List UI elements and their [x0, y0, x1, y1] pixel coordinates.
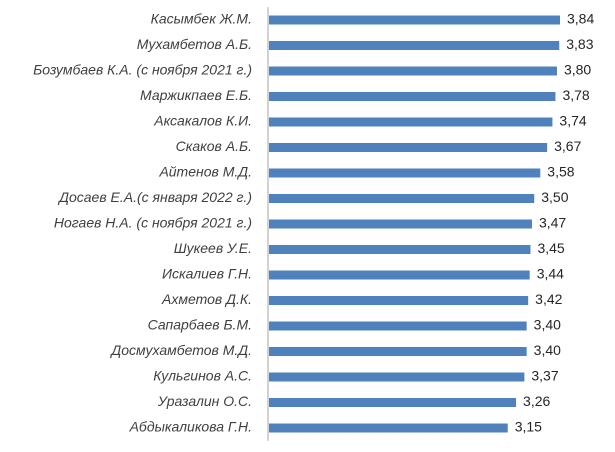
bar	[269, 117, 553, 127]
bar	[269, 66, 557, 76]
category-label: Абдыкаликова Г.Н.	[129, 419, 252, 435]
data-label: 3,58	[547, 164, 574, 180]
category-label: Бозумбаев К.А. (с ноября 2021 г.)	[33, 62, 252, 78]
category-label: Мухамбетов А.Б.	[137, 36, 252, 52]
bar	[269, 219, 532, 229]
data-label: 3,83	[566, 36, 593, 52]
category-label: Досмухамбетов М.Д.	[109, 342, 252, 358]
category-label: Ногаев Н.А. (с ноября 2021 г.)	[54, 215, 252, 231]
data-label: 3,45	[537, 240, 564, 256]
bar	[269, 92, 556, 101]
category-label: Айтенов М.Д.	[158, 164, 252, 180]
bar	[269, 15, 560, 25]
data-label: 3,67	[554, 138, 581, 154]
category-label: Искалиев Г.Н.	[162, 266, 252, 282]
data-label: 3,44	[537, 266, 564, 282]
data-label: 3,47	[539, 215, 566, 231]
data-label: 3,50	[541, 189, 568, 205]
category-label: Шукеев У.Е.	[174, 240, 252, 256]
category-label: Досаев Е.А.(с января 2022 г.)	[57, 189, 252, 205]
category-label: Уразалин О.С.	[157, 393, 252, 409]
data-label: 3,15	[515, 419, 542, 435]
data-label: 3,42	[535, 291, 562, 307]
data-label: 3,74	[559, 113, 586, 129]
data-label: 3,37	[531, 368, 558, 384]
bar	[269, 296, 529, 305]
bar	[269, 245, 531, 254]
bar	[269, 372, 525, 382]
bar	[269, 143, 548, 152]
data-label: 3,78	[562, 87, 589, 103]
bar	[269, 270, 530, 280]
category-label: Аксакалов К.И.	[153, 113, 252, 129]
data-label: 3,26	[523, 393, 550, 409]
bar	[269, 41, 560, 50]
data-label: 3,40	[534, 342, 561, 358]
data-label: 3,84	[567, 11, 594, 27]
bar	[269, 321, 527, 331]
data-label: 3,40	[534, 317, 561, 333]
category-label: Сапарбаев Б.М.	[148, 317, 252, 333]
bar	[269, 194, 535, 203]
bar	[269, 347, 527, 356]
bar	[269, 168, 541, 178]
data-label: 3,80	[564, 62, 591, 78]
category-label: Маржикпаев Е.Б.	[140, 87, 252, 103]
bar	[269, 423, 508, 433]
category-label: Касымбек Ж.М.	[151, 11, 252, 27]
bar	[269, 398, 517, 407]
category-label: Скаков А.Б.	[176, 138, 252, 154]
category-label: Ахметов Д.К.	[161, 291, 252, 307]
category-label: Кульгинов А.С.	[153, 368, 252, 384]
